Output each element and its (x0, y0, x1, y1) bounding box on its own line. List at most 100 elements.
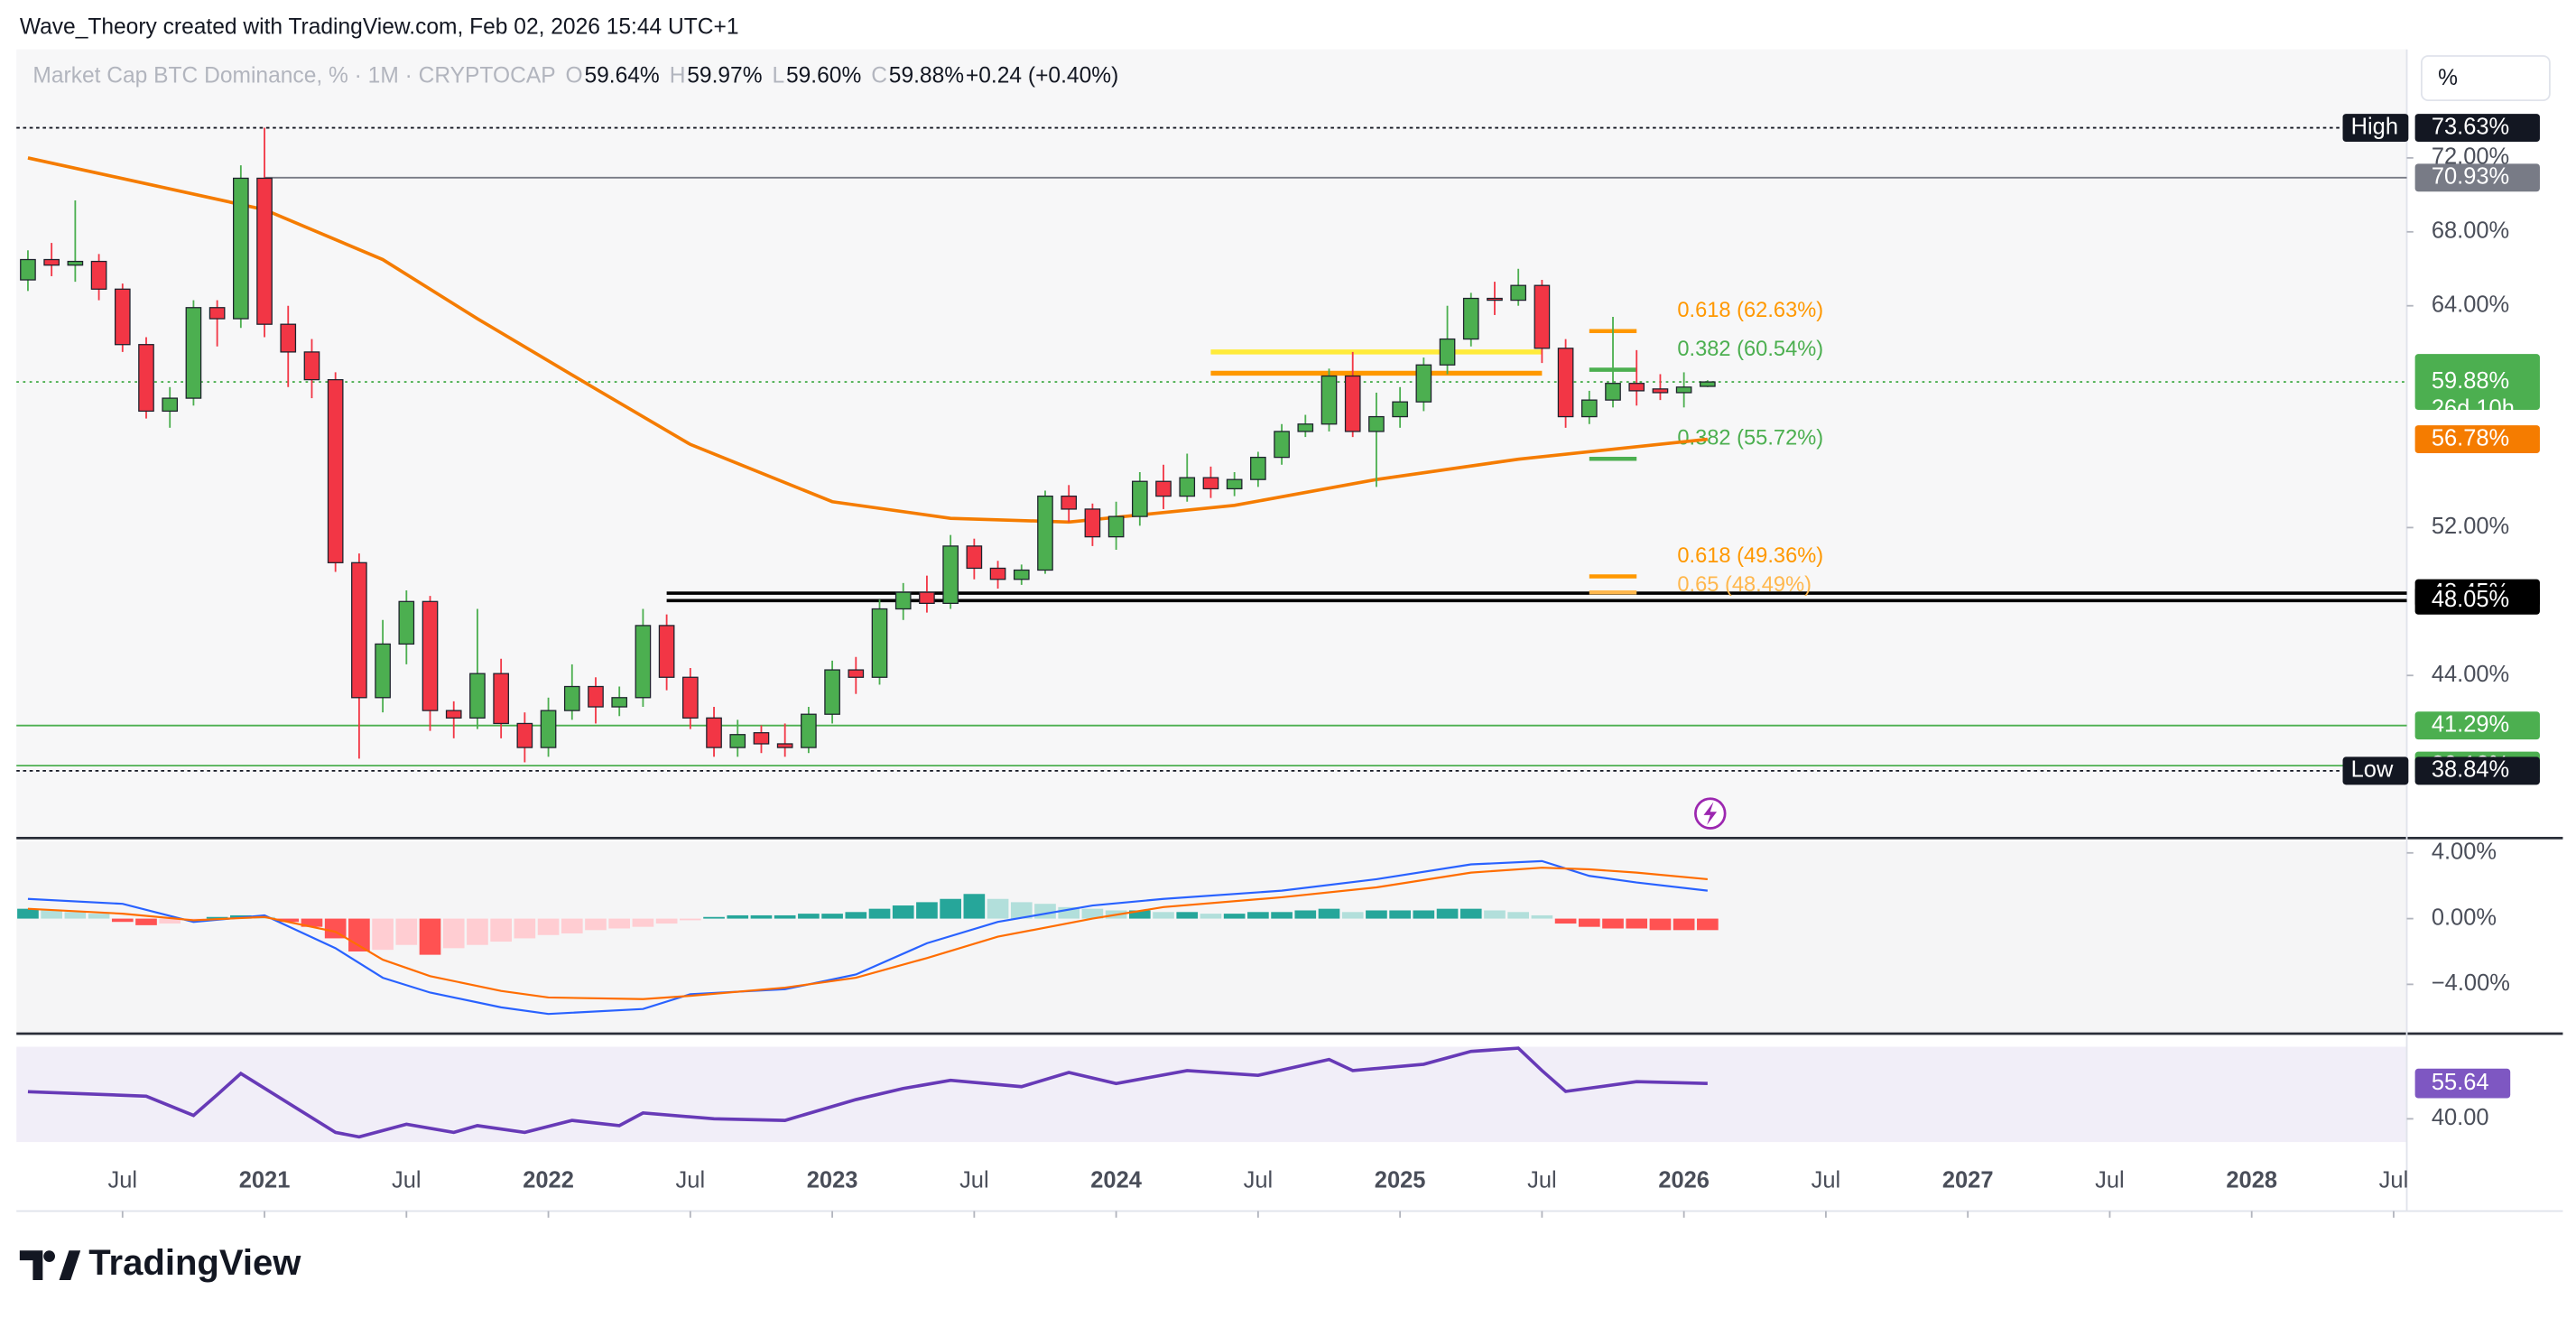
candle-body (942, 545, 959, 604)
candle-body (1700, 381, 1716, 387)
candle-body (67, 260, 84, 266)
alert-icon-bolt (1703, 802, 1718, 825)
macd-histogram-bar (703, 916, 725, 919)
candle-body (1344, 375, 1361, 432)
candle-body (1605, 383, 1621, 401)
candle-body (1297, 423, 1314, 432)
level-tag: High (2351, 114, 2398, 139)
candle-body (1250, 456, 1266, 480)
level-badge: 38.84% (2432, 757, 2509, 783)
macd-histogram-bar (1413, 910, 1435, 919)
x-tick-label: Jul (1527, 1168, 1557, 1193)
legend-item: 59.97% (687, 64, 762, 88)
x-tick-label: 2024 (1090, 1168, 1142, 1193)
candle-body (1274, 431, 1290, 459)
candle-body (327, 378, 344, 563)
macd-histogram-bar (1294, 910, 1317, 919)
candle-body (1202, 477, 1219, 490)
candle-body (208, 307, 226, 320)
x-tick-label: Jul (2095, 1168, 2125, 1193)
candle-body (162, 397, 179, 413)
macd-histogram-bar (442, 918, 465, 949)
macd-histogram-bar (1341, 912, 1364, 919)
candle-body (894, 591, 912, 610)
legend-item: L (772, 64, 784, 88)
candle-body (1368, 415, 1385, 432)
macd-histogram-bar (1507, 912, 1530, 919)
rsi-badge-bg (2414, 1068, 2511, 1099)
level-badge: 73.63% (2432, 114, 2509, 139)
rsi-band (16, 1046, 2407, 1143)
x-tick-label: Jul (392, 1168, 422, 1193)
fib-label: 0.618 (62.63%) (1677, 299, 1823, 322)
candle-body (469, 673, 486, 719)
macd-histogram-bar (892, 905, 914, 919)
macd-histogram-bar (1602, 918, 1624, 929)
macd-histogram-bar (111, 918, 134, 923)
macd-histogram-bar (159, 918, 181, 924)
fib-label: 0.618 (49.36%) (1677, 544, 1823, 568)
rsi-badge: 55.64 (2432, 1070, 2489, 1095)
macd-histogram-bar (395, 918, 418, 945)
x-tick-label: 2027 (1942, 1168, 1994, 1193)
macd-histogram-bar (88, 914, 110, 919)
scale-button[interactable] (2420, 55, 2551, 102)
candle-body (422, 600, 439, 711)
macd-histogram-bar (419, 918, 441, 955)
macd-histogram-bar (1247, 912, 1269, 919)
rsi-line (27, 1046, 1708, 1139)
x-tick-label: Jul (108, 1168, 138, 1193)
macd-histogram-bar (679, 918, 701, 921)
candle-body (351, 562, 367, 699)
candle-body (114, 288, 131, 346)
scale-button-label[interactable]: % (2438, 66, 2458, 90)
candle-body (1462, 297, 1479, 340)
macd-histogram-bar (1318, 908, 1340, 919)
candle-body (1084, 508, 1101, 538)
candle-body (516, 722, 533, 748)
macd-histogram-bar (372, 918, 394, 951)
candle-body (1226, 478, 1243, 490)
candle-body (540, 710, 557, 748)
candle-body (185, 307, 202, 399)
macd-histogram-bar (1436, 908, 1459, 919)
legend-item: 59.88% (889, 64, 964, 88)
macd-histogram-bar (1578, 918, 1600, 927)
candle-body (493, 673, 509, 725)
candle-body (682, 676, 699, 719)
level-tag-bg (2342, 756, 2409, 785)
candle-body (801, 713, 817, 748)
macd-histogram-bar (1554, 918, 1577, 924)
price-pane (16, 49, 2407, 839)
macd-histogram-bar (561, 918, 583, 933)
candle-body (871, 608, 888, 678)
macd-histogram-bar (1673, 918, 1695, 931)
y-tick-label: 68.00% (2432, 218, 2509, 244)
macd-histogram-bar (17, 908, 39, 919)
candle-body (1131, 480, 1148, 517)
macd-histogram-bar (1389, 910, 1411, 919)
macd-histogram-bar (774, 914, 796, 919)
candle-body (919, 591, 935, 604)
candle-body (1557, 348, 1574, 418)
macd-histogram-bar (1697, 918, 1719, 931)
candle-body (20, 258, 36, 281)
candle-body (824, 669, 840, 715)
candle-body (1628, 383, 1645, 392)
x-tick-label: 2026 (1658, 1168, 1710, 1193)
y-tick-label: 40.00 (2432, 1105, 2489, 1130)
macd-histogram-bar (798, 914, 820, 919)
ma-badge: 56.78% (2432, 425, 2509, 450)
candle-body (966, 545, 983, 570)
macd-histogram-bar (1128, 910, 1151, 919)
x-tick-label: Jul (959, 1168, 989, 1193)
macd-histogram-bar (1531, 914, 1553, 919)
macd-histogram-bar (1010, 902, 1033, 919)
macd-histogram-bar (1176, 912, 1199, 919)
candle-body (635, 625, 652, 699)
macd-histogram-bar (963, 894, 986, 919)
x-tick-label: 2025 (1375, 1168, 1426, 1193)
candle-body (611, 697, 628, 708)
macd-histogram-bar (727, 914, 749, 919)
